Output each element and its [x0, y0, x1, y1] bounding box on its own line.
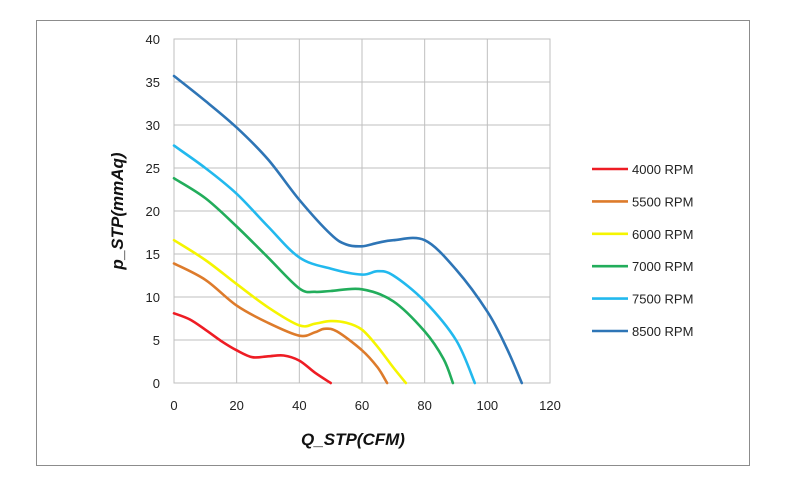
y-tick-label: 5	[153, 333, 160, 348]
y-tick-label: 40	[146, 32, 160, 47]
y-axis-title: p_STP(mmAq)	[108, 152, 127, 270]
x-tick-label: 60	[355, 398, 369, 413]
y-tick-label: 10	[146, 290, 160, 305]
chart-frame: 0 5 10 15 20 25 30 35 40 0 20 40 60 80 100 120 Q_STP(CF…	[36, 20, 750, 466]
x-tick-label: 40	[292, 398, 306, 413]
y-tick-label: 35	[146, 75, 160, 90]
grid	[173, 38, 551, 384]
series-lines	[172, 74, 524, 385]
series-line-8500-rpm	[172, 74, 524, 385]
y-tick-label: 0	[153, 376, 160, 391]
legend-label-8500-rpm: 8500 RPM	[632, 324, 693, 339]
legend: 4000 RPM 5500 RPM 6000 RPM 7000 RPM 7500 RPM…	[592, 162, 693, 339]
x-tick-label: 0	[170, 398, 177, 413]
legend-label-4000-rpm: 4000 RPM	[632, 162, 693, 177]
x-tick-label: 20	[229, 398, 243, 413]
legend-label-6000-rpm: 6000 RPM	[632, 227, 693, 242]
legend-label-7000-rpm: 7000 RPM	[632, 259, 693, 274]
series-line-5500-rpm	[172, 262, 389, 385]
series-line-7000-rpm	[172, 177, 455, 385]
line-chart: 0 5 10 15 20 25 30 35 40 0 20 40 60 80 100 120 Q_STP(CF…	[108, 32, 693, 449]
y-tick-label: 30	[146, 118, 160, 133]
tick-labels: 0 5 10 15 20 25 30 35 40 0 20 40 60 80 100 120	[146, 32, 561, 413]
series-line-7500-rpm	[172, 144, 477, 385]
x-axis-title: Q_STP(CFM)	[301, 430, 405, 449]
legend-label-7500-rpm: 7500 RPM	[632, 292, 693, 307]
series-line-4000-rpm	[172, 312, 332, 385]
y-tick-label: 15	[146, 247, 160, 262]
series-line-6000-rpm	[172, 238, 408, 385]
legend-label-5500-rpm: 5500 RPM	[632, 194, 693, 209]
x-tick-label: 80	[417, 398, 431, 413]
y-tick-label: 20	[146, 204, 160, 219]
x-tick-label: 100	[476, 398, 498, 413]
y-tick-label: 25	[146, 161, 160, 176]
x-tick-label: 120	[539, 398, 561, 413]
